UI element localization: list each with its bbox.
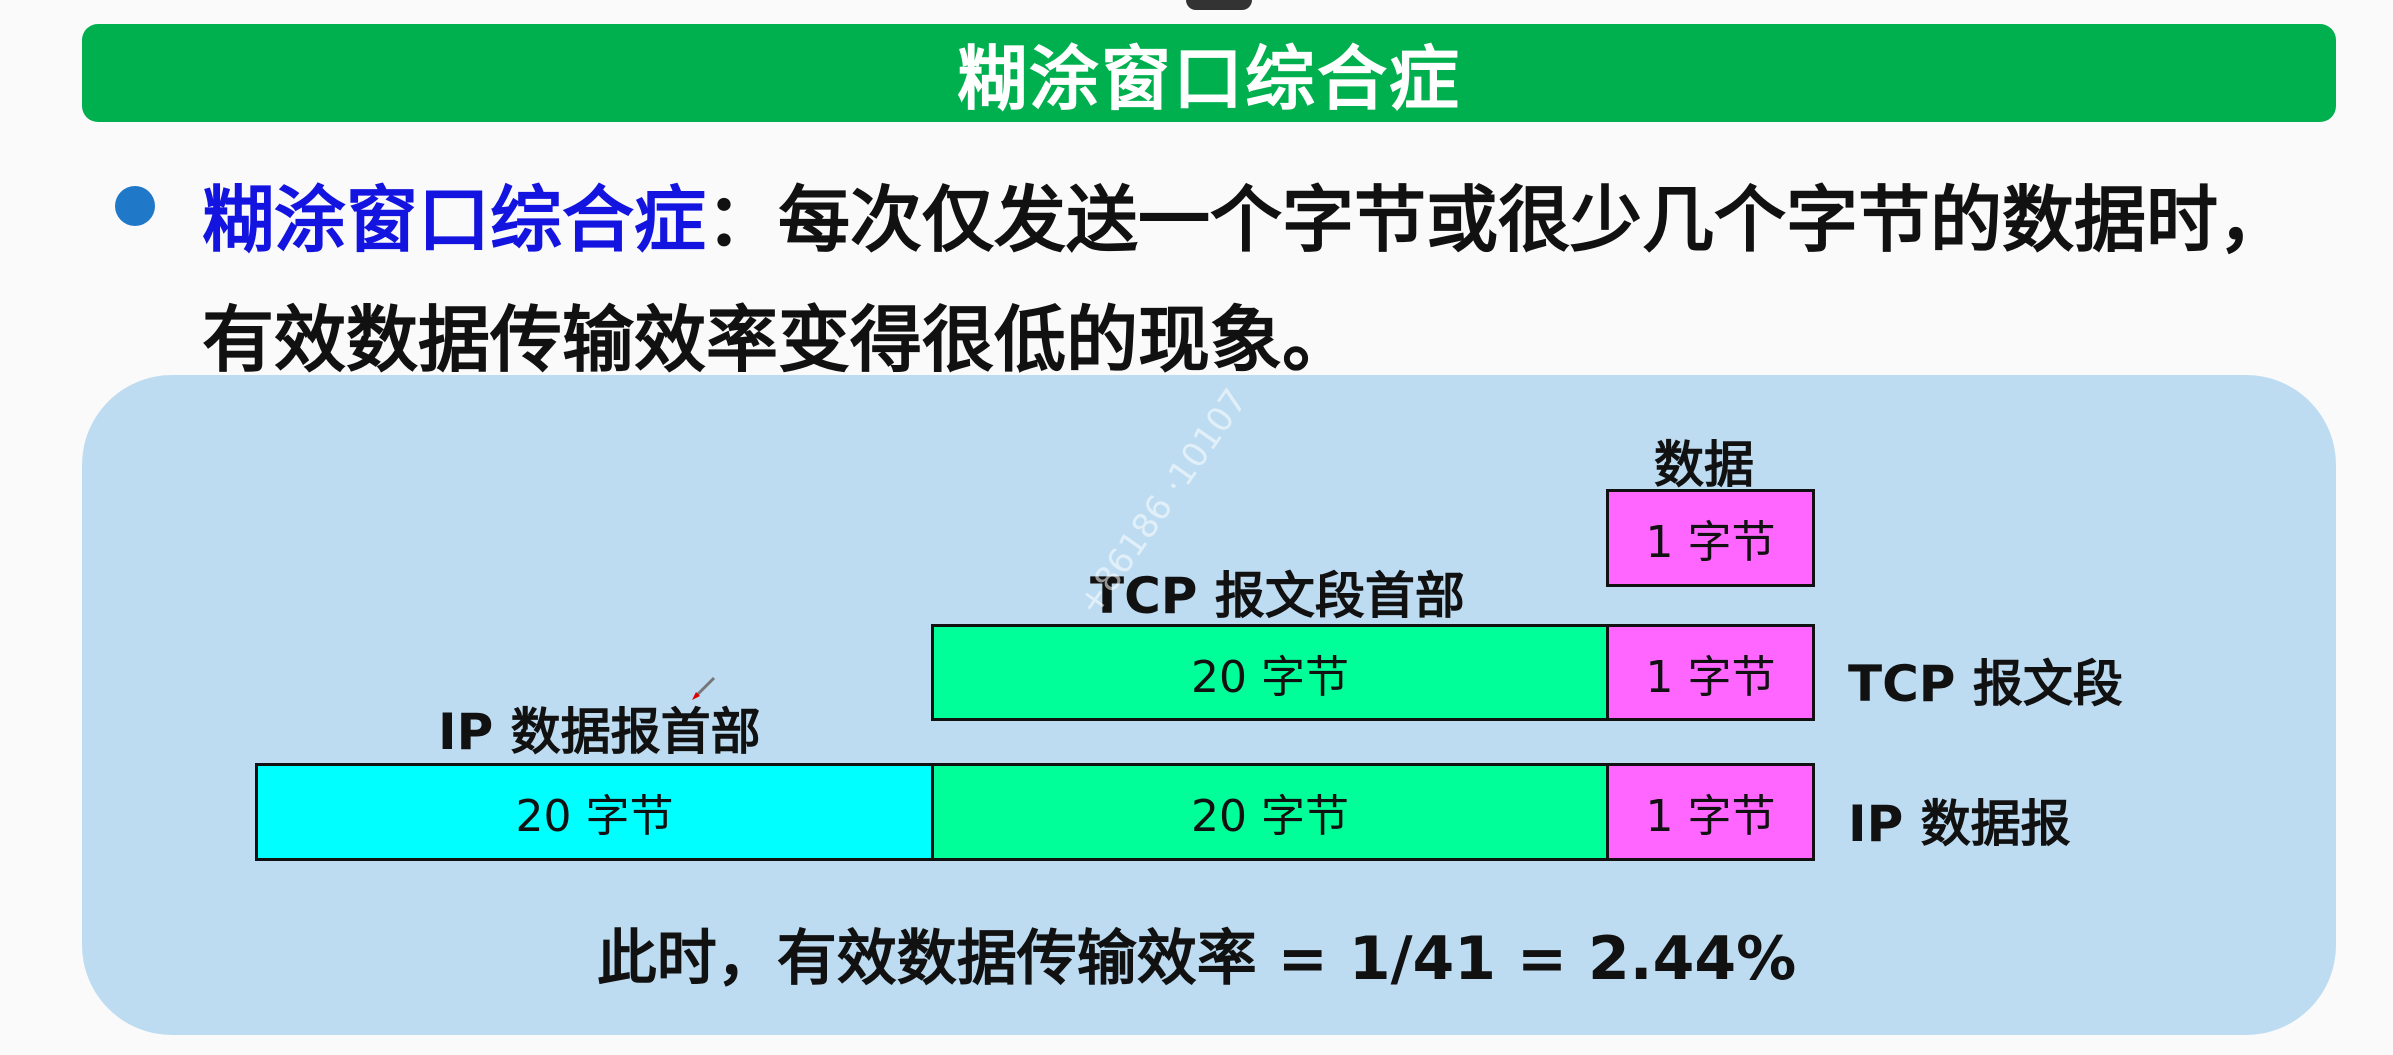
top-notch (1186, 0, 1252, 10)
definition-term: 糊涂窗口综合症 (202, 178, 707, 262)
tcp-header-box: 20 字节 (931, 624, 1609, 721)
definition-paragraph: 糊涂窗口综合症：每次仅发送一个字节或很少几个字节的数据时，有效数据传输效率变得很… (202, 160, 2352, 400)
title-bar: 糊涂窗口综合症 (82, 24, 2336, 122)
tcp-segment-label: TCP 报文段 (1848, 655, 2123, 713)
tcp-data-box: 1 字节 (1606, 624, 1815, 721)
bullet-dot-icon (115, 186, 155, 226)
slide-title: 糊涂窗口综合症 (957, 37, 1461, 120)
efficiency-formula: 此时，有效数据传输效率 = 1/41 = 2.44% (596, 924, 1797, 994)
ip-data-box: 1 字节 (1606, 763, 1815, 861)
data-byte-box: 1 字节 (1606, 489, 1815, 587)
ip-header-box: 20 字节 (255, 763, 934, 861)
pen-cursor-icon (692, 676, 716, 700)
ip-tcp-header-box: 20 字节 (931, 763, 1609, 861)
data-label: 数据 (1654, 436, 1754, 494)
ip-datagram-label: IP 数据报 (1848, 795, 2071, 853)
ip-header-label: IP 数据报首部 (438, 703, 761, 761)
definition-text: ：每次仅发送一个字节或很少几个字节的数据时，有效数据传输效率变得很低的现象。 (202, 178, 2291, 382)
tcp-header-label: TCP 报文段首部 (1090, 567, 1465, 625)
